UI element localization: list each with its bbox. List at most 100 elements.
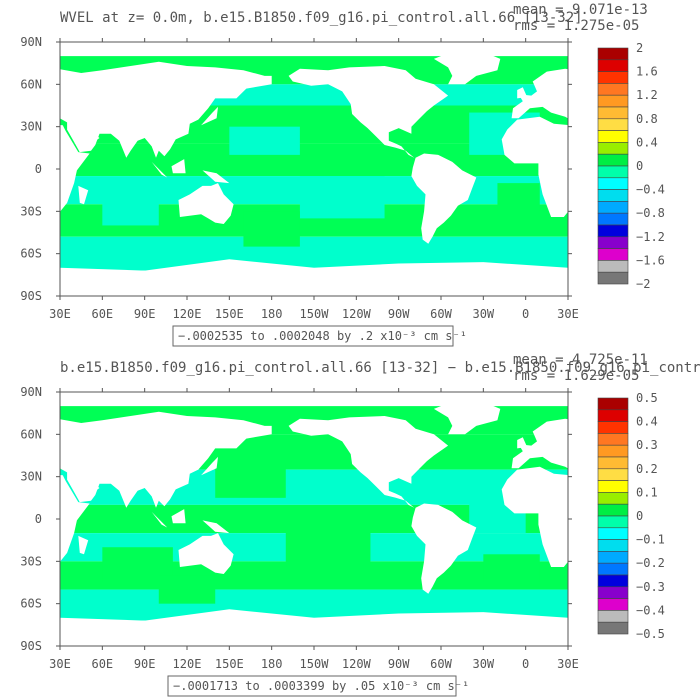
bottom-y-axis-ticks: 90N 60N 30N 0 30S 60S 90S bbox=[20, 385, 572, 653]
land-borneo bbox=[680, 159, 694, 173]
colorbar-swatch bbox=[597, 142, 629, 155]
colorbar-swatch bbox=[597, 409, 629, 422]
colorbar-label: −0.1 bbox=[636, 533, 665, 547]
colorbar-label: 1.6 bbox=[636, 65, 658, 79]
land-madagascar bbox=[586, 536, 596, 554]
top-x-axis-ticks: 30E 60E 90E 120E 150E 180 150W 120W 90W 60W 30W 0 30… bbox=[49, 38, 579, 321]
land-africa bbox=[60, 125, 90, 212]
colorbar-label: −0.5 bbox=[636, 627, 665, 641]
x-tick-label: 180 bbox=[261, 657, 283, 671]
colorbar-label: 0.1 bbox=[636, 485, 658, 499]
land-madagascar bbox=[78, 185, 89, 205]
land-madagascar bbox=[586, 186, 596, 204]
x-tick-label: 150E bbox=[215, 307, 244, 321]
y-tick-label: 30S bbox=[20, 554, 42, 568]
ocean-patch bbox=[497, 183, 540, 212]
land-africa bbox=[501, 466, 568, 567]
land-antarctica bbox=[60, 609, 568, 646]
top-map-figure: WVEL at z= 0.0m, b.e15.B1850.f09_g16.pi_… bbox=[9, 2, 700, 347]
top-map-title: WVEL at z= 0.0m, b.e15.B1850.f09_g16.pi_… bbox=[60, 10, 583, 26]
colorbar-swatch bbox=[597, 177, 629, 190]
bottom-contour-info: −.0001713 to .0003399 by .05 x10⁻³ cm s⁻… bbox=[173, 679, 469, 693]
land-japan bbox=[201, 106, 218, 126]
land-borneo bbox=[171, 509, 186, 524]
colorbar-label: 0.8 bbox=[636, 112, 658, 126]
ocean-band bbox=[60, 392, 568, 407]
ocean-patch bbox=[299, 176, 385, 219]
colorbar-swatch bbox=[597, 201, 629, 214]
land-arabia bbox=[67, 126, 100, 153]
land-africa bbox=[501, 116, 568, 217]
y-tick-label: 60S bbox=[20, 597, 42, 611]
colorbar-label: 0.2 bbox=[636, 462, 658, 476]
land-japan bbox=[201, 456, 218, 476]
x-tick-label: 60W bbox=[430, 307, 452, 321]
x-tick-label: 120E bbox=[173, 307, 202, 321]
land-africa bbox=[60, 475, 90, 562]
colorbar-swatch bbox=[597, 551, 629, 564]
land-newguinea bbox=[202, 520, 230, 534]
land-antarctica bbox=[568, 609, 700, 646]
colorbar-label: −0.8 bbox=[636, 206, 665, 220]
land-eurasia bbox=[60, 411, 272, 508]
land-sumatra bbox=[660, 512, 676, 528]
land-antarctica bbox=[568, 259, 700, 296]
colorbar-swatch bbox=[597, 421, 629, 434]
x-tick-label: 120W bbox=[342, 657, 372, 671]
colorbar-label: −2 bbox=[636, 277, 650, 291]
x-tick-label: 120W bbox=[342, 307, 372, 321]
colorbar-swatch bbox=[597, 59, 629, 72]
colorbar-swatch bbox=[597, 492, 629, 505]
colorbar-label: 1.2 bbox=[636, 88, 658, 102]
x-tick-label: 90E bbox=[134, 657, 156, 671]
x-tick-label: 90W bbox=[388, 307, 410, 321]
colorbar-swatch bbox=[597, 83, 629, 96]
land-uk bbox=[9, 87, 19, 98]
land-uk bbox=[517, 437, 528, 449]
land-madagascar bbox=[78, 535, 89, 555]
land-greenland bbox=[433, 51, 501, 85]
land-australia bbox=[178, 533, 234, 574]
colorbar-swatch bbox=[597, 47, 629, 61]
colorbar-label: −0.4 bbox=[636, 183, 665, 197]
land-borneo bbox=[171, 159, 186, 174]
bottom-mean-stat: mean = 4.725e-11 bbox=[513, 352, 648, 368]
land-borneo bbox=[680, 509, 694, 523]
land-antarctica bbox=[60, 259, 568, 296]
x-tick-label: 30E bbox=[557, 307, 579, 321]
colorbar-label: −0.4 bbox=[636, 603, 665, 617]
bottom-colorbar: 0.5 0.4 0.3 0.2 0.1 0 −0.1 −0.2 −0.3 −0.4 −0.5 bbox=[597, 391, 665, 641]
ocean-patch bbox=[229, 126, 300, 155]
bottom-map-figure: b.e15.B1850.f09_g16.pi_control.all.66 [1… bbox=[20, 352, 700, 697]
colorbar-swatch bbox=[597, 212, 629, 226]
x-tick-label: 30E bbox=[49, 657, 71, 671]
colorbar-label: −0.2 bbox=[636, 556, 665, 570]
colorbar-swatch bbox=[597, 189, 629, 202]
colorbar-label: 0.4 bbox=[636, 415, 658, 429]
colorbar-swatch bbox=[597, 397, 629, 411]
x-tick-label: 60W bbox=[430, 657, 452, 671]
y-tick-label: 90N bbox=[20, 385, 42, 399]
y-tick-label: 30N bbox=[20, 470, 42, 484]
colorbar-label: −1.6 bbox=[636, 253, 665, 267]
colorbar-swatch bbox=[597, 456, 629, 470]
colorbar-swatch bbox=[597, 130, 629, 143]
x-tick-label: 30E bbox=[557, 657, 579, 671]
x-tick-label: 120E bbox=[173, 657, 202, 671]
y-tick-label: 90N bbox=[20, 35, 42, 49]
land-sumatra bbox=[151, 161, 168, 178]
colorbar-swatch bbox=[597, 562, 629, 576]
y-tick-label: 0 bbox=[35, 162, 42, 176]
colorbar-label: −0.3 bbox=[636, 580, 665, 594]
top-colorbar: 2 1.6 1.2 0.8 0.4 0 −0.4 −0.8 −1.2 −1.6 −2 bbox=[597, 41, 665, 291]
land-australia bbox=[178, 183, 234, 224]
y-tick-label: 30S bbox=[20, 204, 42, 218]
colorbar-swatch bbox=[597, 621, 629, 635]
top-map-panel: WVEL at z= 0.0m, b.e15.B1850.f09_g16.pi_… bbox=[9, 2, 700, 347]
x-tick-label: 30W bbox=[472, 657, 494, 671]
x-tick-label: 0 bbox=[522, 657, 529, 671]
ocean-band bbox=[60, 42, 568, 57]
colorbar-swatch bbox=[597, 598, 629, 611]
colorbar-label: 0 bbox=[636, 509, 643, 523]
land-newguinea bbox=[202, 170, 230, 184]
